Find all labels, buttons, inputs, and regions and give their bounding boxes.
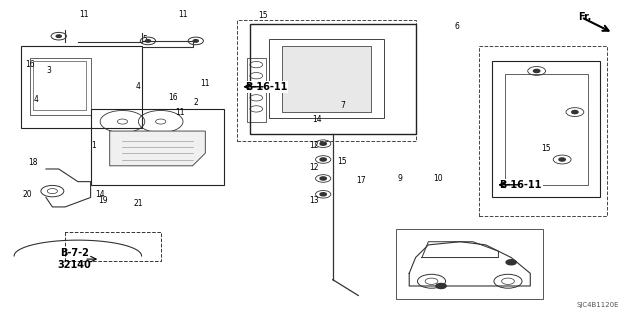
Circle shape xyxy=(193,40,198,42)
Circle shape xyxy=(320,142,326,145)
Text: 2: 2 xyxy=(193,98,198,107)
Text: Fr.: Fr. xyxy=(578,12,591,22)
Text: 16: 16 xyxy=(25,60,35,69)
Text: 20: 20 xyxy=(22,190,32,199)
Text: 15: 15 xyxy=(541,144,551,153)
Circle shape xyxy=(534,69,540,72)
Text: 5: 5 xyxy=(142,35,147,44)
Circle shape xyxy=(506,260,516,265)
Circle shape xyxy=(559,158,565,161)
Bar xyxy=(237,20,415,141)
Text: 12: 12 xyxy=(309,163,318,172)
Text: B-7-2
32140: B-7-2 32140 xyxy=(58,248,92,270)
Text: 12: 12 xyxy=(309,141,318,150)
Text: 10: 10 xyxy=(433,174,443,183)
Text: 19: 19 xyxy=(99,196,108,205)
Bar xyxy=(30,58,91,115)
Circle shape xyxy=(320,193,326,196)
Bar xyxy=(250,24,415,134)
Bar xyxy=(269,39,384,118)
Text: B-16-11: B-16-11 xyxy=(500,180,542,190)
Bar xyxy=(20,46,141,128)
Text: 4: 4 xyxy=(34,95,39,104)
Text: 16: 16 xyxy=(168,93,179,102)
Bar xyxy=(33,62,86,110)
Text: 14: 14 xyxy=(312,115,322,124)
Text: 3: 3 xyxy=(47,66,52,76)
Circle shape xyxy=(320,158,326,161)
Bar xyxy=(492,62,600,197)
Text: 11: 11 xyxy=(79,10,89,19)
Polygon shape xyxy=(109,131,205,166)
Circle shape xyxy=(572,110,578,114)
Text: 6: 6 xyxy=(454,22,460,31)
Text: 14: 14 xyxy=(95,190,105,199)
Text: 9: 9 xyxy=(397,174,402,183)
Text: SJC4B1120E: SJC4B1120E xyxy=(577,302,620,308)
Bar xyxy=(505,74,588,185)
Text: 18: 18 xyxy=(29,158,38,167)
Text: 7: 7 xyxy=(340,101,345,110)
Text: 15: 15 xyxy=(337,157,347,166)
Text: 13: 13 xyxy=(309,196,319,205)
Bar xyxy=(91,109,225,185)
Text: 11: 11 xyxy=(175,108,184,116)
Text: 11: 11 xyxy=(200,79,210,88)
Text: 17: 17 xyxy=(356,175,366,185)
Bar xyxy=(282,46,371,112)
Circle shape xyxy=(436,284,446,288)
Text: B-16-11: B-16-11 xyxy=(244,82,287,92)
Circle shape xyxy=(320,177,326,180)
Text: 1: 1 xyxy=(92,141,96,150)
Bar xyxy=(396,229,543,299)
Text: 21: 21 xyxy=(134,199,143,208)
Circle shape xyxy=(145,40,150,42)
Text: 15: 15 xyxy=(258,11,268,20)
Text: 11: 11 xyxy=(179,10,188,19)
Bar xyxy=(479,46,607,216)
Text: 4: 4 xyxy=(136,82,141,91)
Circle shape xyxy=(56,35,61,37)
Bar xyxy=(246,58,266,122)
